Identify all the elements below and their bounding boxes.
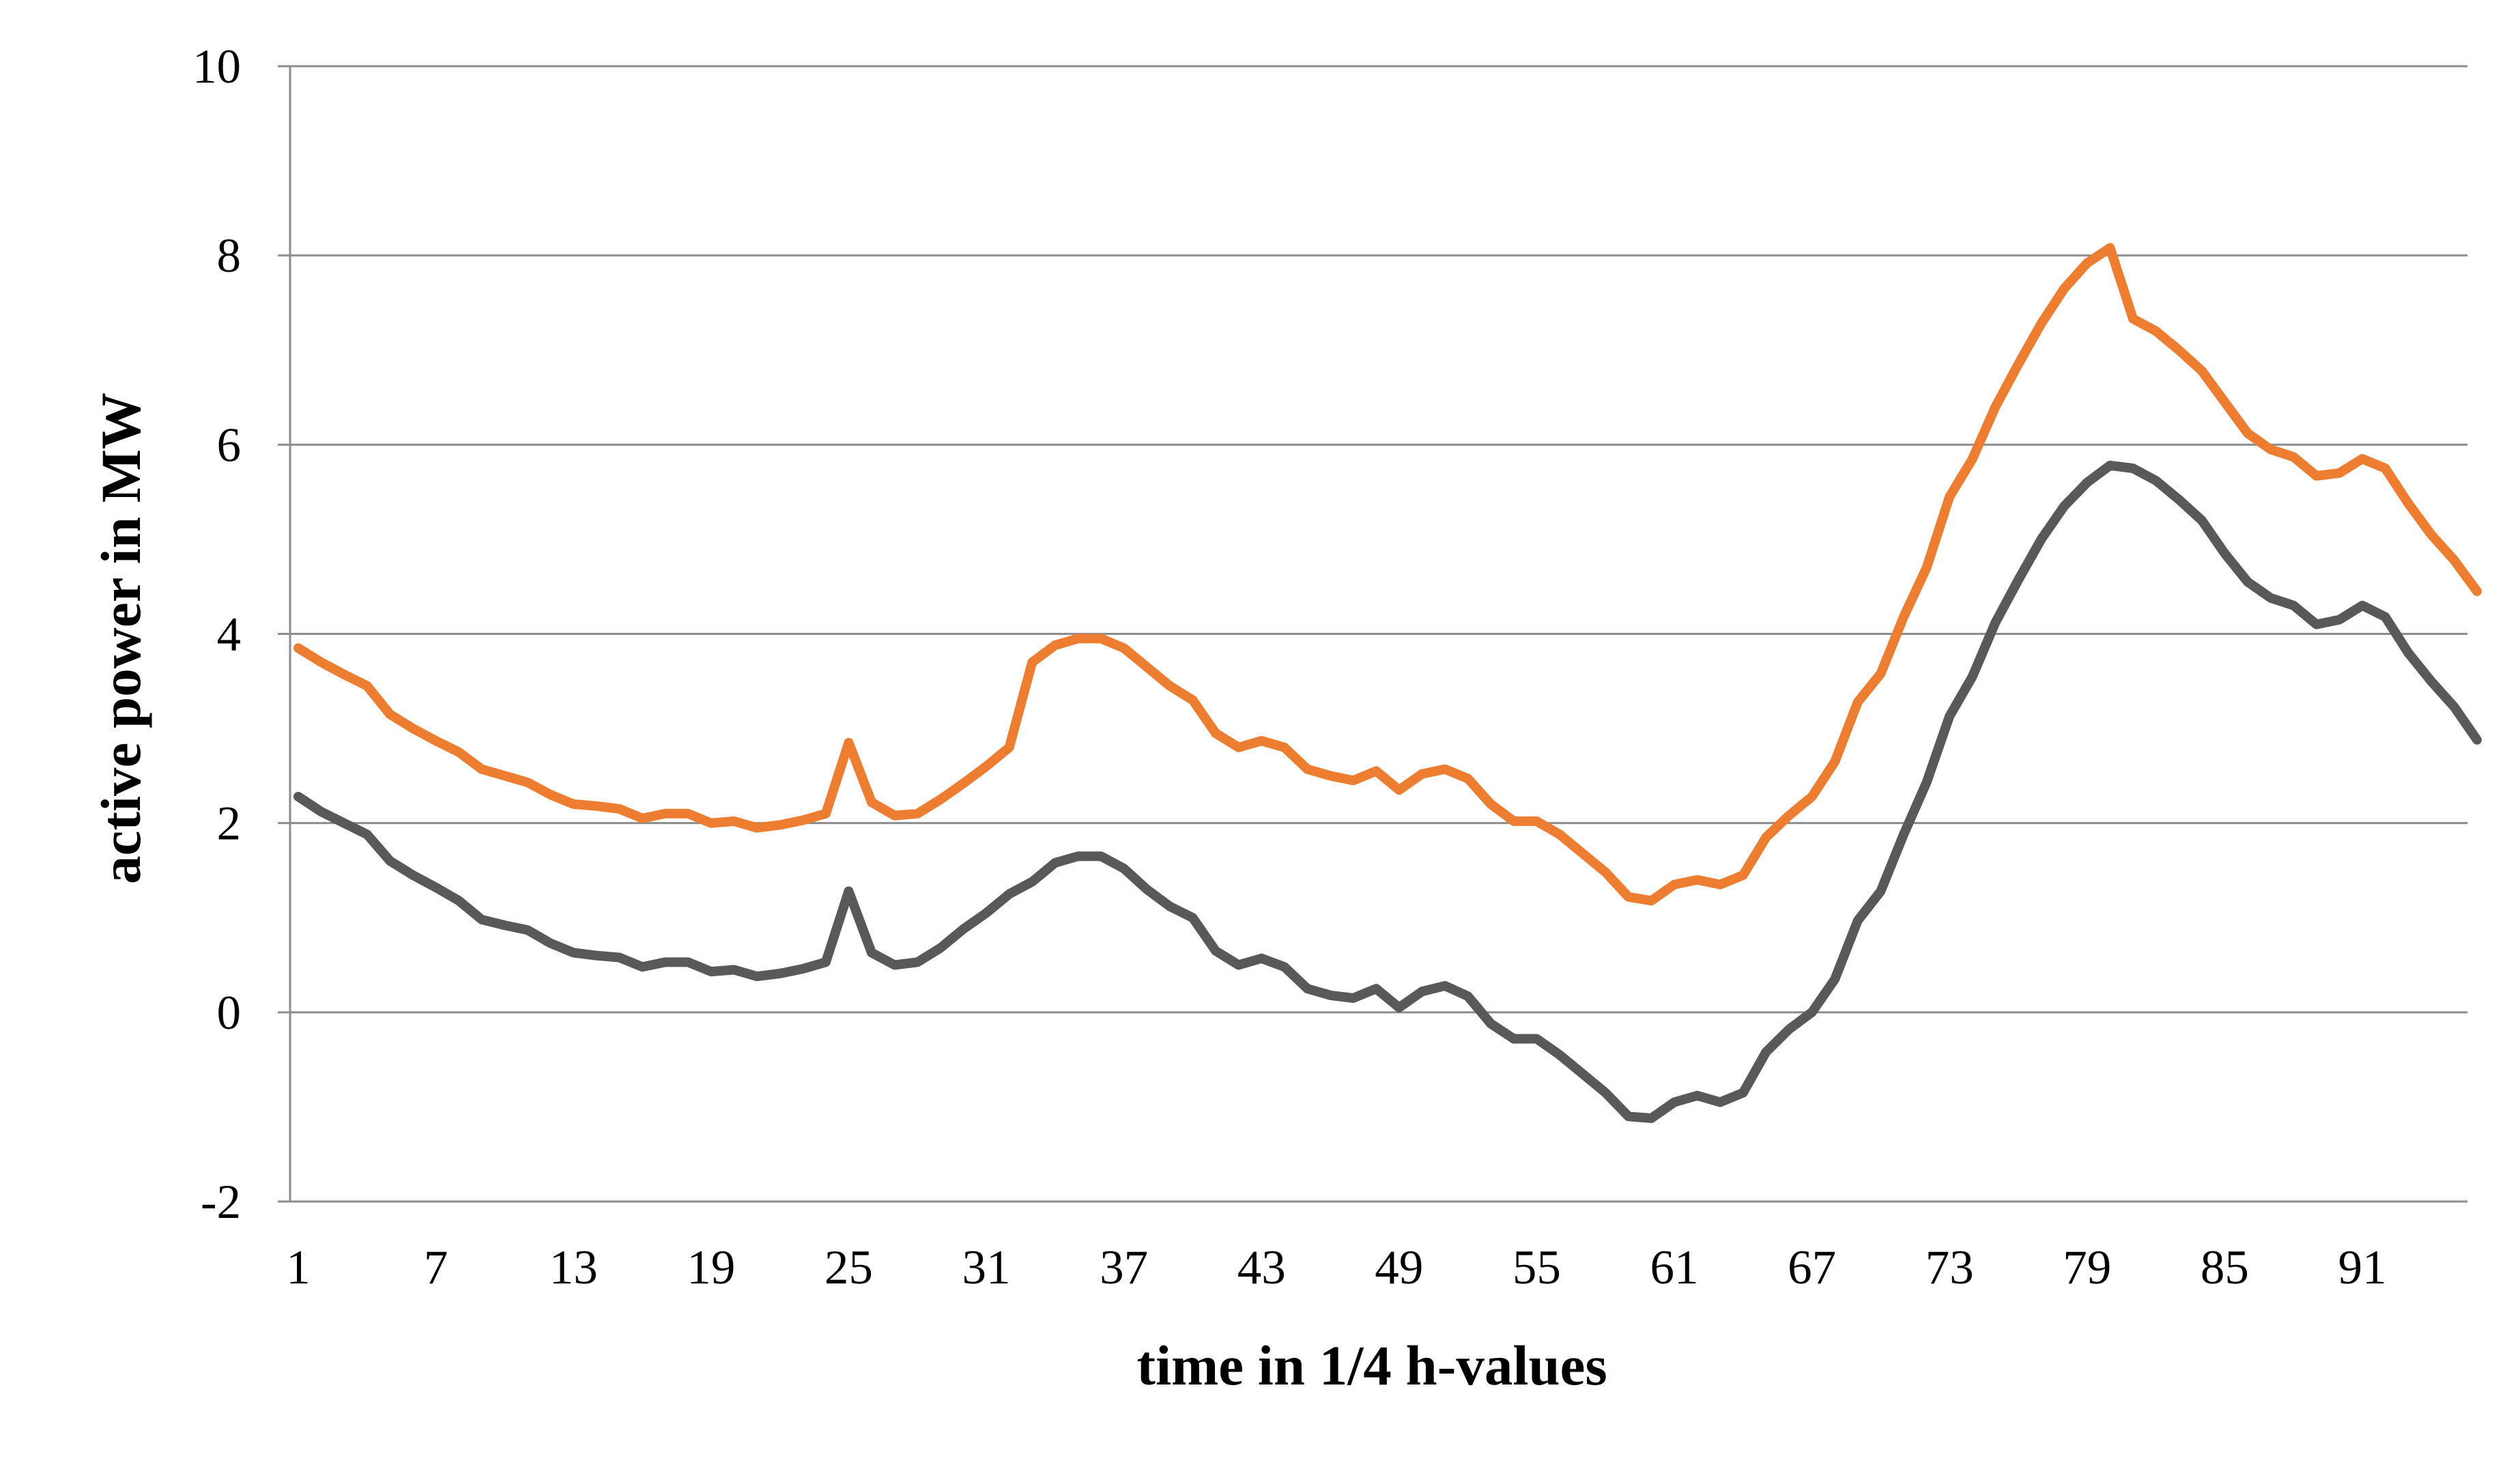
y-axis-title: active power in MW	[89, 393, 152, 884]
x-tick-label: 55	[1513, 1241, 1561, 1294]
y-tick-labels: -2 0 2 4 6 8 10	[192, 40, 241, 1229]
x-tick-label: 25	[825, 1241, 873, 1294]
y-tick-label: 0	[217, 986, 242, 1040]
y-tick-label: 6	[217, 418, 242, 472]
x-tick-label: 31	[962, 1241, 1011, 1294]
x-tick-label: 43	[1237, 1241, 1286, 1294]
y-tick-label: 10	[192, 40, 241, 94]
x-tick-label: 91	[2338, 1241, 2387, 1294]
x-tick-label: 7	[424, 1241, 448, 1294]
x-tick-label: 49	[1375, 1241, 1423, 1294]
y-tick-label: -2	[201, 1176, 241, 1229]
series-line-1	[293, 243, 2482, 906]
y-tick-label: 4	[217, 608, 242, 662]
x-axis-title: time in 1/4 h-values	[1136, 1334, 1607, 1397]
x-tick-label: 61	[1650, 1241, 1699, 1294]
axes	[278, 65, 291, 1203]
series-lines	[293, 243, 2482, 1123]
gridlines	[290, 65, 2467, 1203]
x-tick-label: 37	[1100, 1241, 1148, 1294]
x-tick-label: 13	[549, 1241, 598, 1294]
x-tick-label: 79	[2063, 1241, 2111, 1294]
y-tick-label: 8	[217, 229, 242, 283]
y-tick-label: 2	[217, 797, 242, 851]
series-line-2	[293, 460, 2482, 1123]
x-tick-label: 85	[2201, 1241, 2249, 1294]
x-tick-label: 1	[286, 1241, 311, 1294]
x-tick-label: 67	[1788, 1241, 1836, 1294]
x-tick-label: 19	[687, 1241, 735, 1294]
x-tick-labels: 1 7 13 19 25 31 37 43 49 55 61 67 73 79 85 91	[286, 1241, 2386, 1294]
x-tick-label: 73	[1925, 1241, 1974, 1294]
